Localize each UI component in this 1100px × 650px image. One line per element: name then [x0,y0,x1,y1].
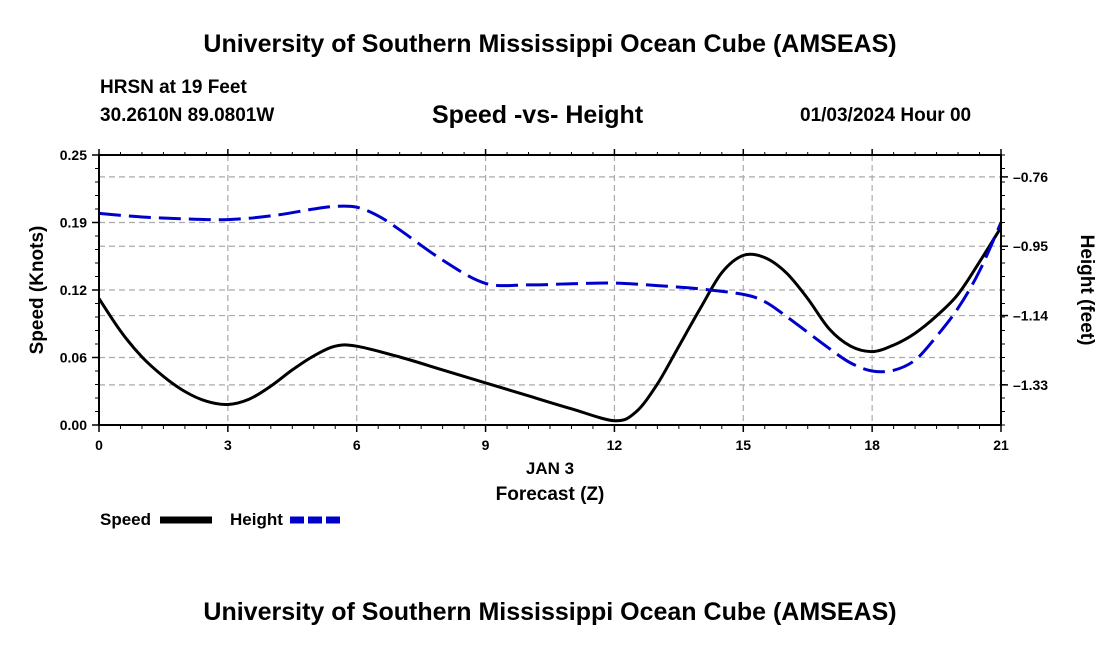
x-tick-label: 3 [224,437,232,453]
x-tick-label: 12 [607,437,623,453]
y-tick-label-left: 0.25 [60,147,87,163]
chart-title: Speed -vs- Height [432,101,644,129]
axis-labels: 0 3 6 9 12 15 18 21 0.00 0.06 0.12 0.19 0.25 –1.33 –1.… [60,147,1048,453]
y-axis-title-left: Speed (Knots) [27,226,48,355]
axis-ticks [92,149,1008,432]
y-tick-label-left: 0.19 [60,215,87,231]
y-tick-label-right: –1.14 [1013,308,1048,324]
y-tick-label-right: –0.76 [1013,169,1048,185]
x-tick-label: 18 [864,437,880,453]
x-axis-date-label: JAN 3 [526,459,574,478]
y-tick-label-left: 0.00 [60,417,87,433]
y-axis-title-right: Height (feet) [1076,235,1097,346]
x-tick-label: 0 [95,437,103,453]
chart-footer-title: University of Southern Mississippi Ocean… [203,598,897,626]
station-label: HRSN at 19 Feet [100,77,247,98]
y-tick-label-left: 0.12 [60,282,87,298]
series-line-height [98,204,1003,374]
chart-header-title: University of Southern Mississippi Ocean… [203,30,897,58]
x-axis-title: Forecast (Z) [496,484,605,505]
x-tick-label: 21 [993,437,1009,453]
legend-label-height: Height [230,510,283,529]
legend-label-speed: Speed [100,510,151,529]
x-tick-label: 15 [735,437,751,453]
series-line-speed [97,226,1003,423]
chart-legend: Speed Height [100,510,342,529]
grid-lines [99,155,1001,425]
station-coordinates: 30.2610N 89.0801W [100,105,275,126]
y-tick-label-right: –1.33 [1013,377,1048,393]
y-tick-label-left: 0.06 [60,350,87,366]
y-tick-label-right: –0.95 [1013,238,1048,254]
series-lines [97,204,1003,423]
x-tick-label: 9 [482,437,490,453]
x-tick-label: 6 [353,437,361,453]
forecast-datetime: 01/03/2024 Hour 00 [800,105,972,126]
